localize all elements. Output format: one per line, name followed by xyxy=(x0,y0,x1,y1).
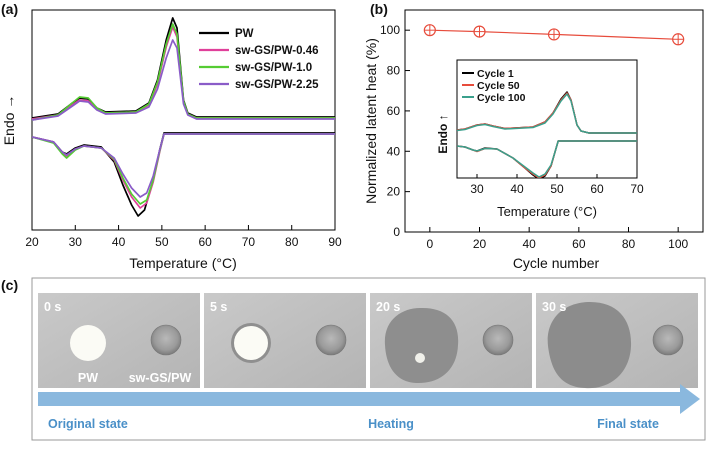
inset-x-axis-label: Temperature (°C) xyxy=(497,204,597,219)
cycle-x-tick-label: 0 xyxy=(426,237,433,251)
cycle-y-tick-label: 40 xyxy=(387,144,401,158)
inset-x-tick-label: 40 xyxy=(510,182,524,196)
dsc-x-tick-label: 20 xyxy=(25,235,39,249)
photo-time-label: 20 s xyxy=(376,300,400,314)
cycle-y-tick-label: 0 xyxy=(393,225,400,239)
inset-series-group xyxy=(457,91,637,178)
cycle-x-tick-label: 80 xyxy=(622,237,636,251)
sw-gs-pw-caption: sw-GS/PW xyxy=(129,371,192,385)
photo-frame-0s: 0 s PW sw-GS/PW xyxy=(38,293,200,388)
dsc-x-tick-label: 50 xyxy=(155,235,169,249)
dsc-x-ticks: 20 30 40 50 60 70 80 90 xyxy=(25,225,342,249)
cycle-x-tick-label: 20 xyxy=(473,237,487,251)
inset-y-axis-label: Endo ↑ xyxy=(436,114,450,153)
pw-caption: PW xyxy=(78,371,98,385)
dsc-cooling-curve-sw-gs-pw-2-25 xyxy=(32,133,335,198)
cycle-y-tick-label: 20 xyxy=(387,185,401,199)
panel-label-a: (a) xyxy=(1,1,18,17)
dsc-x-axis-label: Temperature (°C) xyxy=(129,255,237,271)
cycle-axis-ticks: 0 20 40 60 80 100 0 20 40 60 80 100 xyxy=(380,23,689,251)
sw-gs-pw-disk xyxy=(652,324,684,356)
dsc-cooling-curve-pw xyxy=(32,132,335,217)
dsc-x-tick-label: 80 xyxy=(285,235,299,249)
dsc-plot-frame xyxy=(31,9,336,231)
photo-panel: 0 s PW sw-GS/PW 5 s 20 s 30 s xyxy=(31,277,706,441)
dsc-y-axis-label: Endo → xyxy=(1,95,17,146)
photo-panel-frame xyxy=(31,277,706,441)
heating-arrow-head xyxy=(680,384,700,414)
dsc-x-tick-label: 90 xyxy=(328,235,342,249)
arrow-label-start: Original state xyxy=(48,417,128,431)
inset-x-tick-label: 70 xyxy=(630,182,644,196)
photo-frame-20s: 20 s xyxy=(370,293,532,388)
inset-legend-label-cycle-1: Cycle 1 xyxy=(477,68,514,80)
arrow-label-end: Final state xyxy=(597,417,659,431)
panel-label-c: (c) xyxy=(1,277,18,293)
inset-x-tick-label: 50 xyxy=(550,182,564,196)
cycle-chart: 0 20 40 60 80 100 0 20 40 60 80 100 Cycle number No… xyxy=(363,9,704,271)
pw-melt-pool xyxy=(384,307,459,384)
photo-time-label: 5 s xyxy=(210,300,227,314)
cycle-y-tick-label: 60 xyxy=(387,104,401,118)
photo-time-label: 30 s xyxy=(542,300,566,314)
dsc-chart: 20 30 40 50 60 70 80 90 PW sw-GS/PW-0.46 sw-GS/PW… xyxy=(1,9,342,271)
dsc-legend-label-sw-gs-pw-2-25: sw-GS/PW-2.25 xyxy=(235,79,319,91)
inset-x-ticks: 30 40 50 60 70 xyxy=(470,174,644,196)
arrow-label-middle: Heating xyxy=(368,417,414,431)
heating-arrow-body xyxy=(38,392,680,406)
inset-x-tick-label: 60 xyxy=(590,182,604,196)
dsc-x-tick-label: 40 xyxy=(112,235,126,249)
inset-cooling-curve-cycle-100 xyxy=(457,140,637,178)
pw-disk-solid xyxy=(70,325,106,361)
cycle-x-tick-label: 40 xyxy=(522,237,536,251)
dsc-series-group xyxy=(32,17,335,217)
cycle-data-point xyxy=(672,33,685,46)
cycle-x-tick-label: 60 xyxy=(572,237,586,251)
cycle-y-tick-label: 80 xyxy=(387,64,401,78)
pw-residual-solid xyxy=(415,353,425,363)
photo-frame-5s: 5 s xyxy=(204,293,366,388)
inset-x-tick-label: 30 xyxy=(470,182,484,196)
cycle-x-axis-label: Cycle number xyxy=(513,255,600,271)
cycle-data-point xyxy=(473,25,486,38)
dsc-legend-label-sw-gs-pw-0-46: sw-GS/PW-0.46 xyxy=(235,45,319,57)
dsc-x-tick-label: 70 xyxy=(242,235,256,249)
dsc-cooling-curve-sw-gs-pw-0-46 xyxy=(32,133,335,209)
cycle-data-point xyxy=(547,28,561,41)
inset-heating-curve-cycle-100 xyxy=(457,93,637,134)
photo-frame-30s: 30 s xyxy=(536,293,698,389)
dsc-x-tick-label: 30 xyxy=(69,235,83,249)
cycle-x-tick-label: 100 xyxy=(668,237,688,251)
dsc-x-tick-label: 60 xyxy=(198,235,212,249)
sw-gs-pw-disk xyxy=(150,324,182,356)
dsc-cooling-curve-sw-gs-pw-1-0 xyxy=(32,133,335,205)
cycle-plot-frame xyxy=(404,9,704,233)
dsc-legend-label-sw-gs-pw-1-0: sw-GS/PW-1.0 xyxy=(235,62,312,74)
heating-arrow xyxy=(38,384,700,414)
dsc-legend-label-pw: PW xyxy=(235,28,254,40)
photo-time-label: 0 s xyxy=(44,300,61,314)
inset-legend-label-cycle-50: Cycle 50 xyxy=(477,80,520,92)
cycle-data-point xyxy=(423,24,436,37)
pw-melt-pool xyxy=(547,302,632,389)
dsc-legend: PW sw-GS/PW-0.46 sw-GS/PW-1.0 sw-GS/PW-2.25 xyxy=(199,28,319,91)
cycle-y-axis-label: Normalized latent heat (%) xyxy=(363,38,379,204)
sw-gs-pw-disk xyxy=(315,324,347,356)
sw-gs-pw-disk xyxy=(482,324,514,356)
cycle-series-group xyxy=(423,24,685,46)
cycle-y-tick-label: 100 xyxy=(380,23,400,37)
inset-legend-label-cycle-100: Cycle 100 xyxy=(477,92,526,104)
pw-disk-softening xyxy=(234,326,268,360)
panel-label-b: (b) xyxy=(370,1,388,17)
dsc-heating-curve-sw-gs-pw-2-25 xyxy=(32,39,335,121)
cycle-series-line xyxy=(429,29,679,40)
